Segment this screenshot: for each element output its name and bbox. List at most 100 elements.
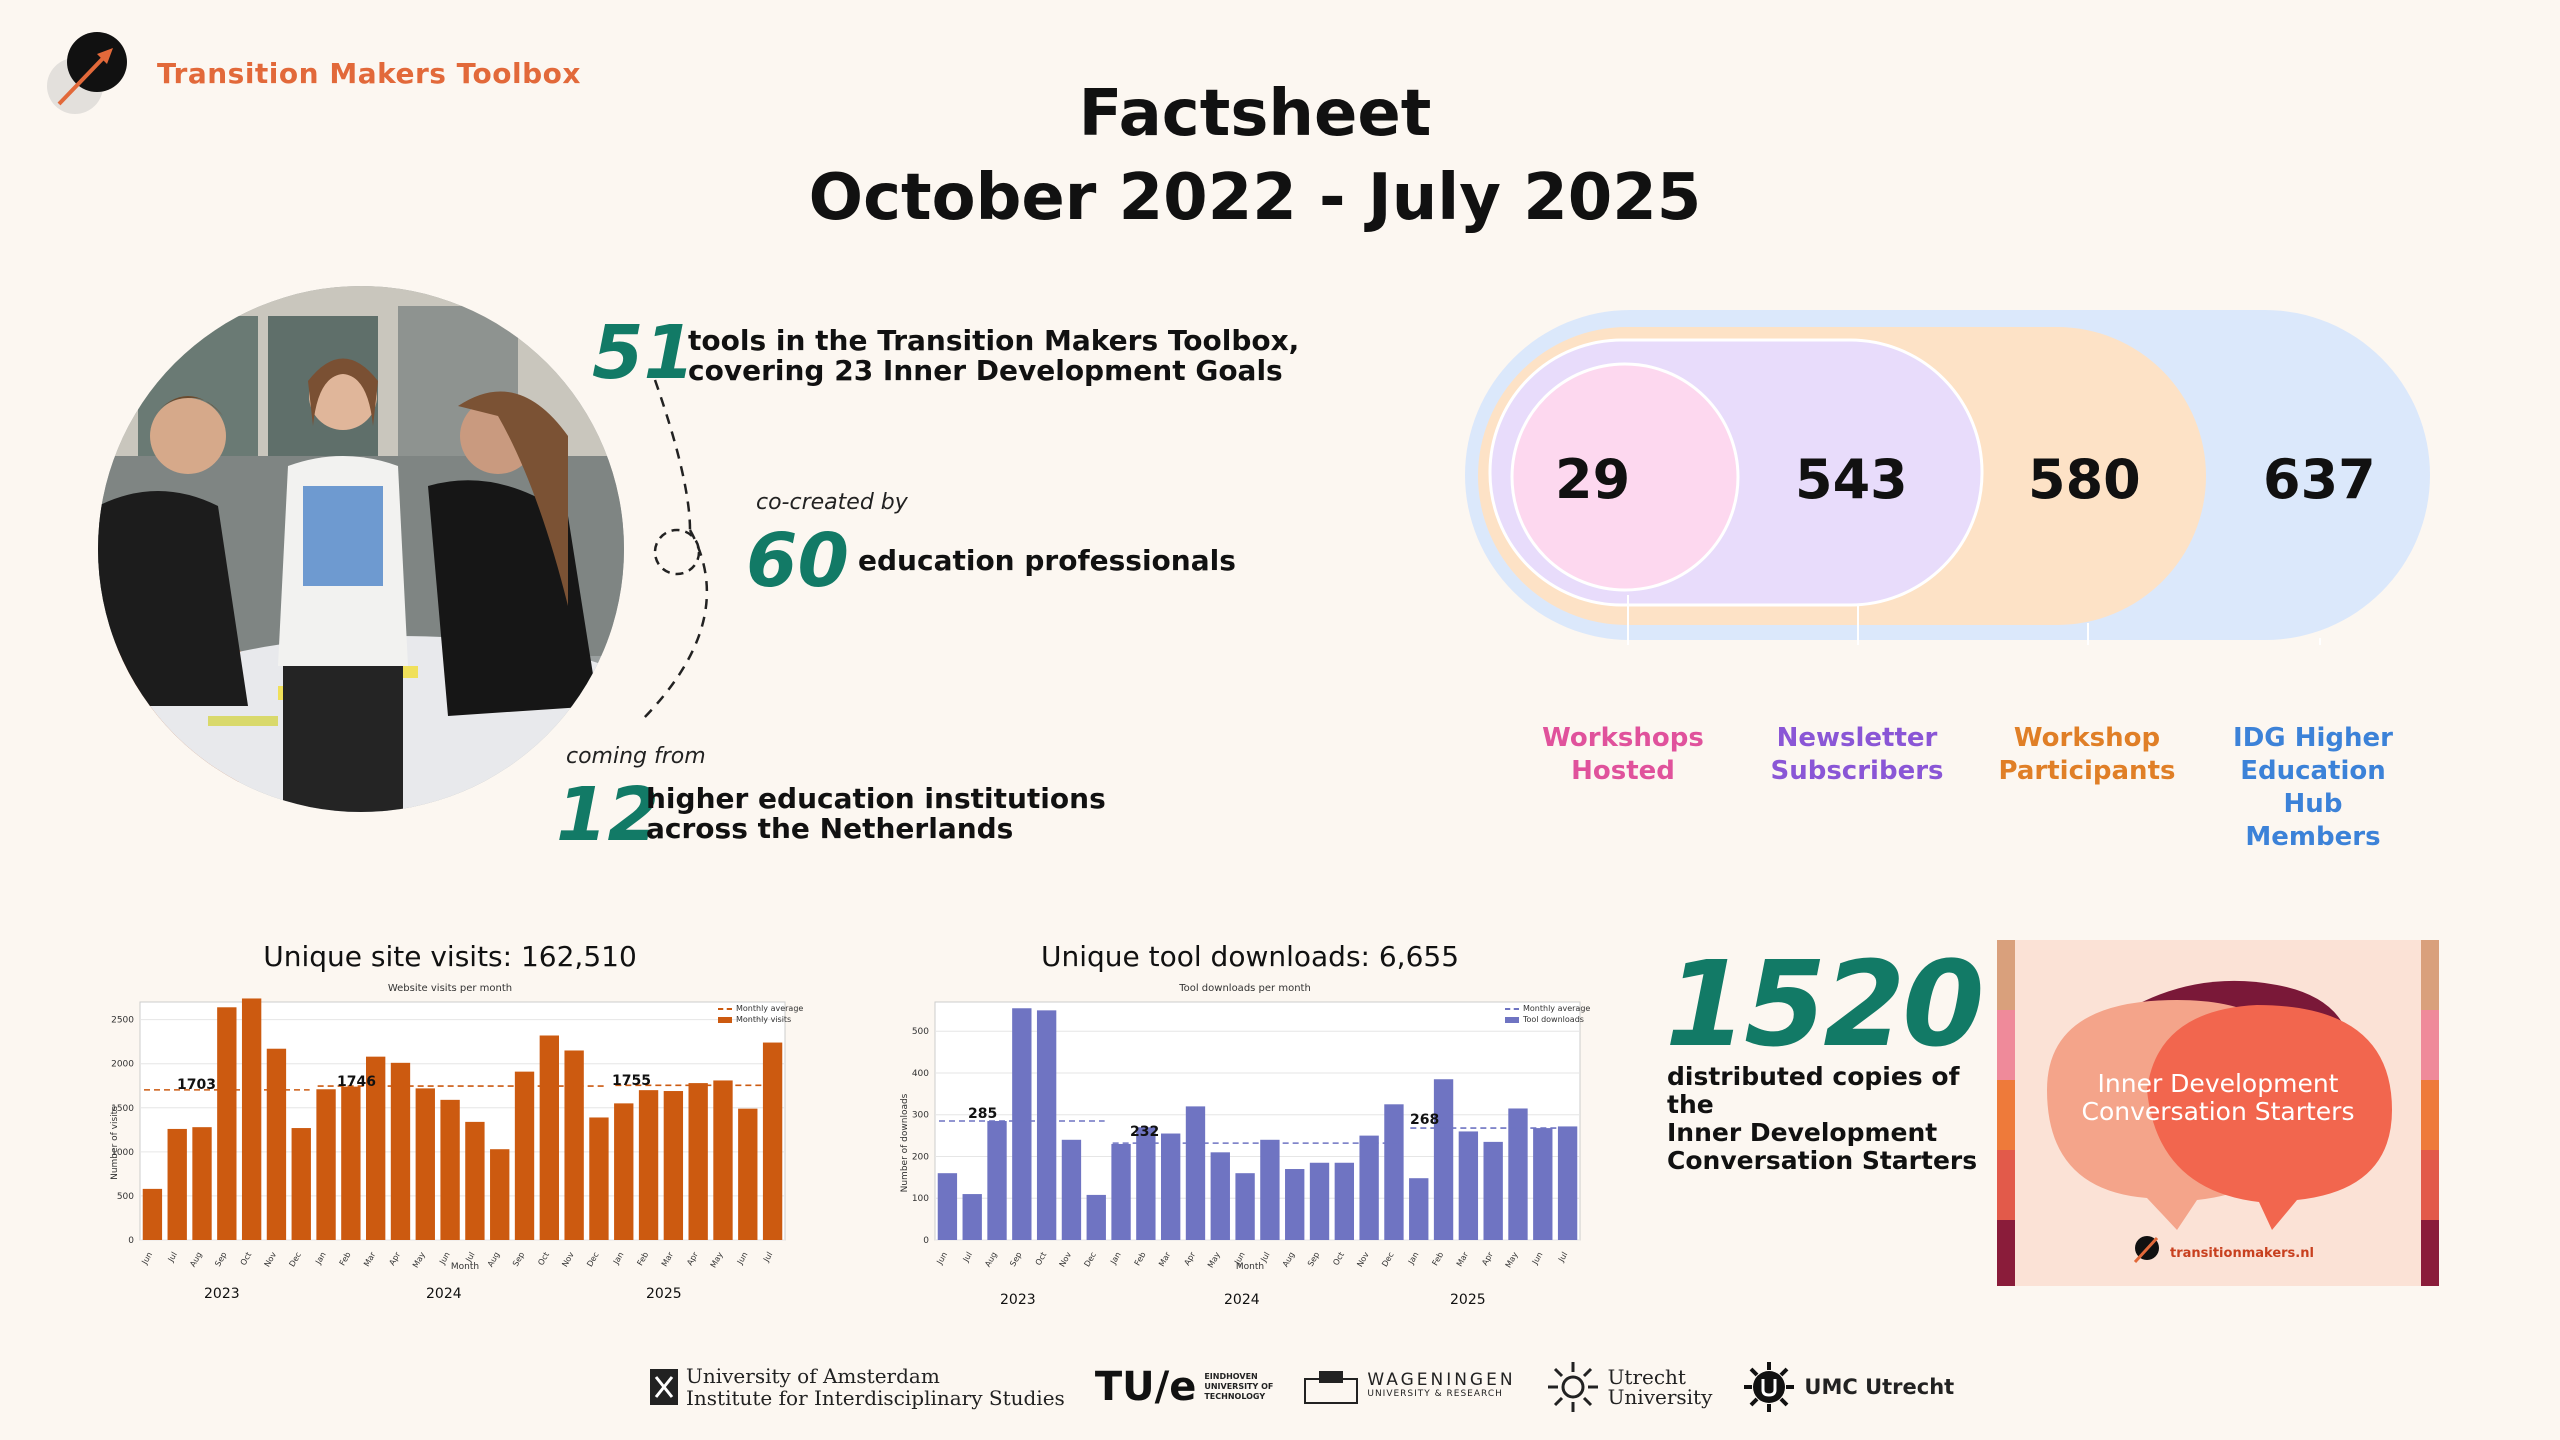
title-line-1: Factsheet — [1078, 77, 1432, 151]
stat-tools-text: tools in the Transition Makers Toolbox, … — [688, 326, 1299, 386]
bar — [762, 1042, 783, 1240]
circle-29 — [1510, 362, 1740, 592]
bar — [1309, 1162, 1330, 1240]
bar — [688, 1083, 708, 1240]
tue-mark: TU/e — [1094, 1364, 1197, 1410]
uu-line2: University — [1607, 1385, 1713, 1409]
stat-cocreated-value: 60 — [746, 518, 849, 604]
toolbox-logo-icon — [47, 32, 127, 114]
downloads-year-1: 2023 — [1000, 1292, 1036, 1308]
copies-line3: Conversation Starters — [1667, 1146, 1978, 1175]
y-tick-label: 1500 — [111, 1104, 134, 1114]
card-title: Inner Development Conversation Starters — [2037, 1070, 2399, 1126]
tue-text1: EINDHOVEN — [1204, 1372, 1258, 1381]
visits-legend-avg: Monthly average — [718, 1003, 803, 1014]
bar — [1185, 1106, 1206, 1240]
stat-institutions-line2: across the Netherlands — [646, 812, 1014, 845]
bar — [1235, 1173, 1255, 1240]
y-tick-label: 0 — [923, 1236, 929, 1246]
visits-avg-label-1: 1703 — [177, 1077, 216, 1093]
bar — [465, 1121, 485, 1240]
stat-tools-line1: tools in the Transition Makers Toolbox, — [688, 324, 1300, 357]
bar — [1409, 1178, 1429, 1240]
umc-logo: UMC Utrecht — [1742, 1360, 1954, 1414]
y-tick-label: 1000 — [111, 1148, 134, 1158]
visits-inner-title: Website visits per month — [387, 983, 513, 994]
downloads-ylabel: Number of downloads — [900, 1093, 910, 1193]
visits-avg-label-2: 1746 — [337, 1074, 376, 1090]
wur-building-icon — [1304, 1371, 1359, 1404]
bar — [217, 1007, 237, 1240]
bar — [1458, 1131, 1479, 1240]
bar — [738, 1108, 758, 1240]
label-hub-line1: IDG Higher — [2233, 723, 2393, 753]
y-tick-label: 2000 — [111, 1060, 134, 1070]
wur-line2: UNIVERSITY & RESEARCH — [1367, 1389, 1503, 1399]
stat-tools-line2: covering 23 Inner Development Goals — [688, 354, 1283, 387]
workshop-photo — [98, 286, 624, 812]
bar — [564, 1050, 584, 1240]
label-participants-line2: Participants — [1998, 756, 2176, 786]
bar — [713, 1080, 733, 1240]
bar — [1111, 1143, 1131, 1240]
downloads-year-3: 2025 — [1450, 1292, 1486, 1308]
bar — [1086, 1194, 1106, 1240]
y-tick-label: 2500 — [111, 1016, 134, 1026]
bar — [1260, 1139, 1280, 1240]
brand: Transition Makers Toolbox — [45, 30, 581, 116]
bar — [1036, 1010, 1057, 1240]
bar — [1061, 1139, 1082, 1240]
bar — [937, 1173, 958, 1240]
copies-value: 1520 — [1665, 935, 1984, 1073]
tue-logo: TU/e EINDHOVEN UNIVERSITY OF TECHNOLOGY — [1095, 1364, 1274, 1410]
label-hub-members: IDG Higher Education Hub Members — [2208, 722, 2418, 854]
bar — [365, 1056, 386, 1240]
conversation-starters-card — [1997, 940, 2439, 1286]
bar — [1359, 1135, 1379, 1240]
bar — [167, 1128, 187, 1240]
bar — [142, 1188, 163, 1240]
bar — [638, 1090, 659, 1240]
bar — [1210, 1152, 1230, 1240]
bar — [415, 1088, 435, 1240]
stat-cocreated-text: education professionals — [858, 544, 1236, 577]
bar — [987, 1121, 1007, 1240]
visits-year-1: 2023 — [204, 1286, 240, 1302]
bar — [614, 1103, 634, 1240]
wur-line1: WAGENINGEN — [1367, 1370, 1516, 1390]
visits-year-3: 2025 — [646, 1286, 682, 1302]
bar — [1012, 1008, 1032, 1240]
downloads-inner-title: Tool downloads per month — [1179, 983, 1311, 994]
value-participants: 580 — [2028, 448, 2141, 511]
label-hub-line2: Education Hub — [2240, 756, 2386, 819]
label-subscribers-line1: Newsletter — [1776, 723, 1938, 753]
downloads-avg-label-2: 232 — [1130, 1124, 1160, 1140]
visits-heading: Unique site visits: 162,510 — [263, 940, 637, 973]
bar — [440, 1099, 460, 1240]
bar — [514, 1071, 535, 1240]
downloads-avg-label-3: 268 — [1410, 1112, 1440, 1128]
bar — [241, 998, 262, 1240]
bar — [1285, 1169, 1305, 1240]
value-subscribers: 543 — [1795, 448, 1908, 511]
bar — [390, 1062, 411, 1240]
bar — [1160, 1133, 1181, 1240]
bar — [341, 1086, 361, 1240]
uu-line1: Utrecht — [1607, 1365, 1686, 1389]
card-url: transitionmakers.nl — [2170, 1246, 2314, 1261]
umc-sun-icon — [1744, 1362, 1795, 1412]
downloads-xlabel: Month — [1235, 1262, 1265, 1272]
visits-xlabel: Month — [450, 1262, 480, 1272]
bar — [1433, 1079, 1454, 1240]
downloads-legend: Monthly average Tool downloads — [1505, 1003, 1590, 1025]
downloads-legend-avg: Monthly average — [1505, 1003, 1590, 1014]
bar — [192, 1127, 212, 1240]
page-title: Factsheet October 2022 - July 2025 — [0, 72, 2510, 240]
uva-line2: Institute for Interdisciplinary Studies — [686, 1386, 1065, 1410]
bar — [1557, 1126, 1578, 1240]
downloads-year-2: 2024 — [1224, 1292, 1260, 1308]
plot-area — [139, 1001, 786, 1241]
downloads-heading: Unique tool downloads: 6,655 — [1040, 940, 1460, 973]
